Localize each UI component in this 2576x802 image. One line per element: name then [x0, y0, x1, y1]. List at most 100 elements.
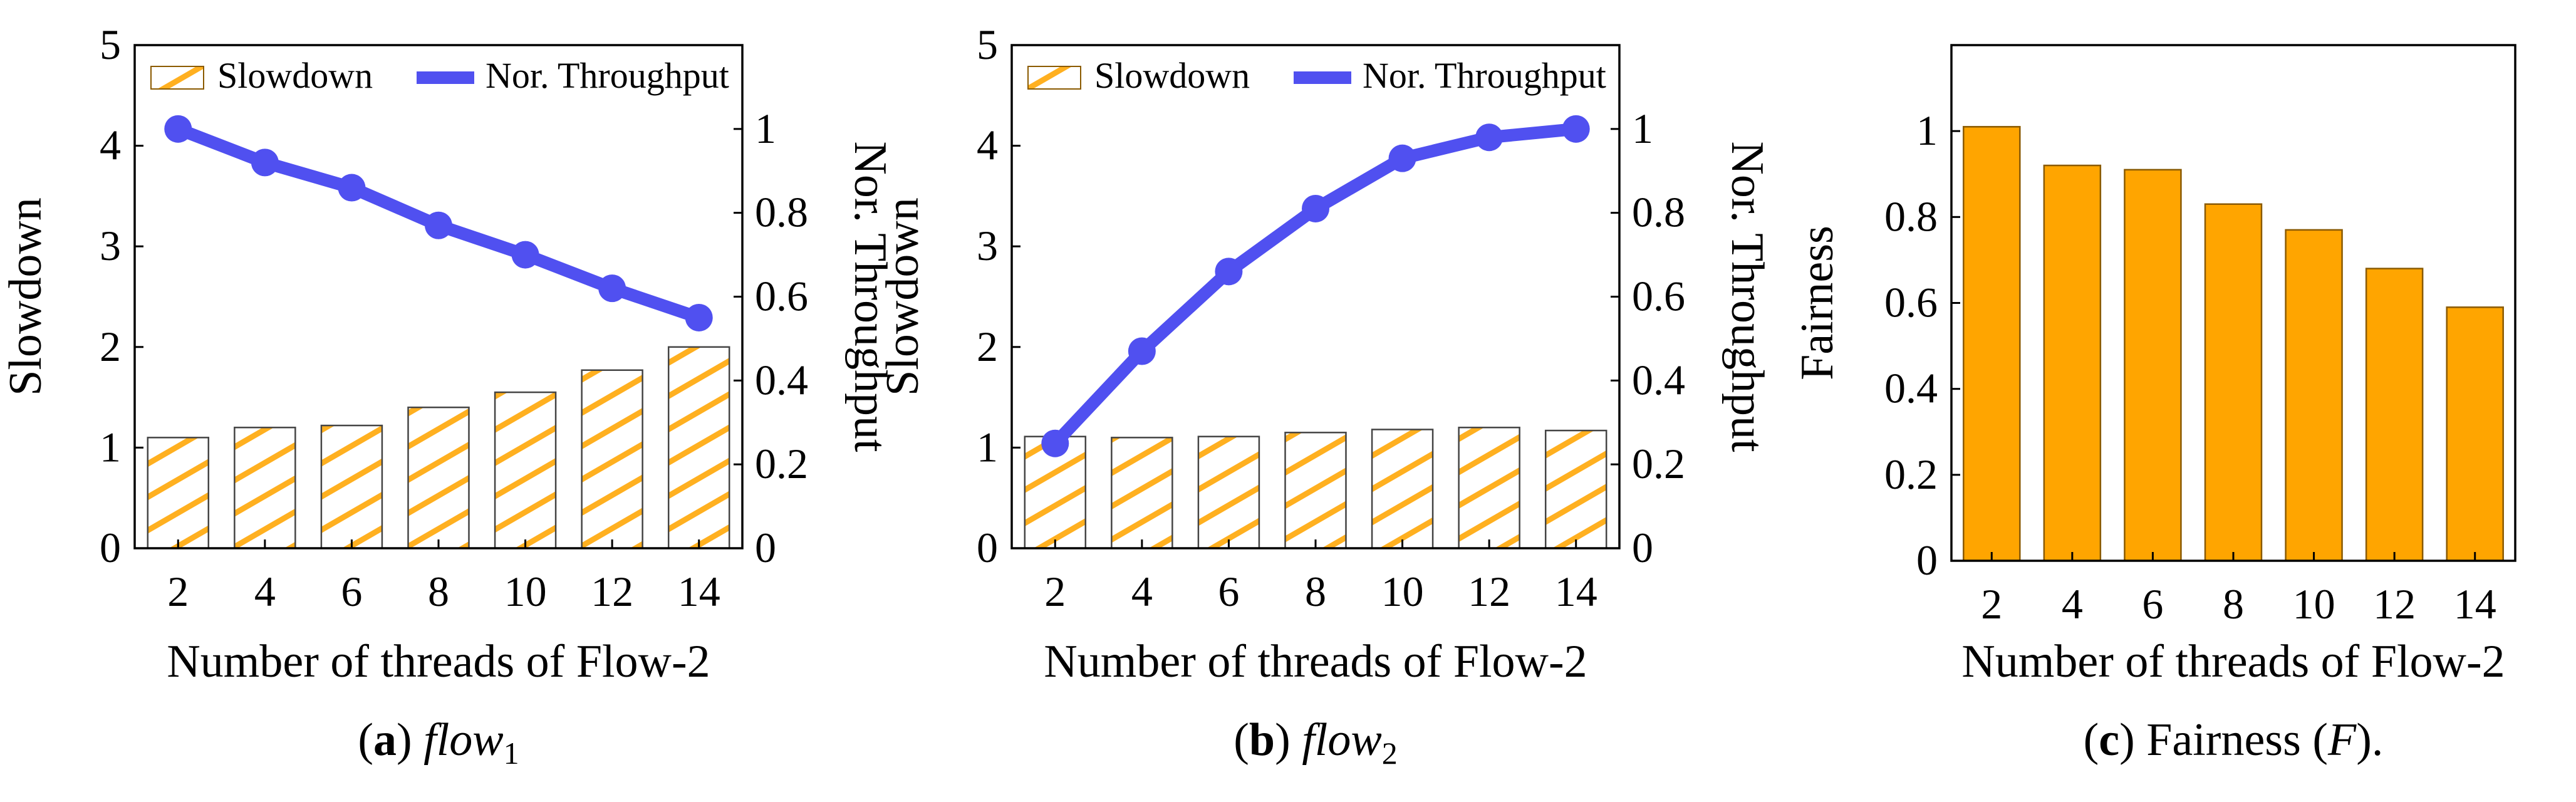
- bar: [2124, 169, 2182, 562]
- legend-swatch-slowdown: [150, 66, 204, 90]
- x-tick-label: 6: [2142, 580, 2163, 628]
- y-tick-label: 2: [100, 323, 121, 370]
- throughput-point: [1041, 429, 1069, 457]
- caption-subscript: 2: [1382, 736, 1398, 771]
- y-tick-label: 2: [977, 323, 998, 370]
- caption-text: flow: [1302, 714, 1381, 766]
- x-tick-label: 2: [167, 568, 189, 615]
- y-axis-label: Slowdown: [0, 197, 51, 396]
- y-right-tick-label: 0.4: [1632, 356, 1685, 404]
- x-tick-label: 6: [341, 568, 362, 615]
- x-tick-label: 4: [1131, 568, 1153, 615]
- y-right-tick-label: 0.6: [1632, 273, 1685, 320]
- y-right-tick-label: 0.2: [1632, 440, 1685, 487]
- x-tick-label: 2: [1044, 568, 1066, 615]
- x-tick-label: 2: [1981, 580, 2002, 628]
- throughput-point: [338, 174, 366, 202]
- y-tick-label: 1: [977, 423, 998, 471]
- throughput-point: [251, 148, 279, 177]
- y-tick-label: 3: [100, 222, 121, 269]
- bar: [494, 391, 557, 549]
- y-tick-label: 1: [100, 423, 121, 471]
- bar: [2285, 229, 2343, 562]
- axis-frame: [1950, 44, 2516, 562]
- subfigure-caption: (b) flow2: [1233, 714, 1397, 771]
- bar: [1197, 435, 1260, 549]
- throughput-point: [685, 303, 713, 331]
- throughput-point: [1562, 115, 1590, 143]
- bar: [2365, 268, 2424, 562]
- caption-subscript: 1: [504, 736, 519, 771]
- subfigure-caption: (a) flow1: [358, 714, 519, 771]
- throughput-point: [164, 115, 192, 143]
- caption-paren: ): [1275, 714, 1302, 766]
- y-axis-label: Slowdown: [877, 197, 928, 396]
- throughput-point: [1388, 144, 1416, 172]
- bar: [1371, 429, 1434, 549]
- x-tick-label: 8: [428, 568, 449, 615]
- caption-paren: ): [2119, 714, 2146, 766]
- y-right-tick-label: 0: [755, 524, 776, 571]
- bar: [234, 427, 296, 549]
- y-right-tick-label: 1: [755, 105, 776, 152]
- y-right-axis-label: Nor. Throughput: [844, 141, 896, 452]
- x-tick-label: 8: [2223, 580, 2244, 628]
- x-tick-label: 10: [2293, 580, 2335, 628]
- throughput-point: [1128, 337, 1156, 365]
- caption-letter: a: [373, 714, 397, 766]
- bar: [1111, 437, 1173, 549]
- caption-letter: b: [1249, 714, 1275, 766]
- throughput-point: [1215, 258, 1243, 286]
- legend-label-slowdown: Slowdown: [1094, 55, 1250, 96]
- x-axis-label: Number of threads of Flow-2: [167, 636, 710, 687]
- bar: [1544, 429, 1607, 549]
- y-axis-label: Fairness: [1792, 226, 1843, 380]
- bar: [407, 406, 470, 549]
- x-tick-label: 14: [1555, 568, 1597, 615]
- y-right-axis-label: Nor. Throughput: [1722, 141, 1773, 452]
- y-right-tick-label: 0.6: [755, 273, 808, 320]
- y-right-tick-label: 0: [1632, 524, 1653, 571]
- x-tick-label: 12: [591, 568, 633, 615]
- axis-frame: [133, 44, 744, 549]
- subfigure-caption: (c) Fairness (F).: [2084, 714, 2384, 766]
- y-tick-label: 0.4: [1884, 365, 1938, 412]
- bar: [1458, 427, 1520, 549]
- x-tick-label: 4: [254, 568, 276, 615]
- y-tick-label: 0: [1916, 536, 1938, 584]
- y-tick-label: 0: [100, 524, 121, 571]
- bar: [1963, 126, 2021, 562]
- y-tick-label: 0.2: [1884, 450, 1938, 498]
- y-tick-label: 3: [977, 222, 998, 269]
- x-tick-label: 6: [1218, 568, 1239, 615]
- y-tick-label: 5: [977, 21, 998, 68]
- y-tick-label: 0: [977, 524, 998, 571]
- bar: [147, 437, 210, 549]
- caption-end: ).: [2356, 714, 2383, 766]
- x-tick-label: 4: [2062, 580, 2083, 628]
- throughput-point: [598, 274, 626, 303]
- bar: [667, 346, 730, 549]
- legend-label-throughput: Nor. Throughput: [1363, 55, 1606, 96]
- y-tick-label: 4: [100, 122, 121, 169]
- bar: [581, 369, 643, 549]
- legend-swatch-slowdown: [1027, 66, 1081, 90]
- throughput-point: [425, 211, 452, 239]
- y-right-tick-label: 1: [1632, 105, 1653, 152]
- y-tick-label: 5: [100, 21, 121, 68]
- caption-paren: (: [2084, 714, 2099, 766]
- x-tick-label: 14: [678, 568, 720, 615]
- y-tick-label: 4: [977, 122, 998, 169]
- y-tick-label: 1: [1916, 107, 1938, 154]
- x-axis-label: Number of threads of Flow-2: [1044, 636, 1587, 687]
- bar: [1284, 432, 1347, 549]
- bar: [2043, 164, 2102, 562]
- x-axis-label: Number of threads of Flow-2: [1961, 636, 2505, 687]
- throughput-line: [1049, 122, 1582, 450]
- bar: [1024, 435, 1087, 549]
- caption-paren: (: [358, 714, 373, 766]
- legend-label-throughput: Nor. Throughput: [486, 55, 729, 96]
